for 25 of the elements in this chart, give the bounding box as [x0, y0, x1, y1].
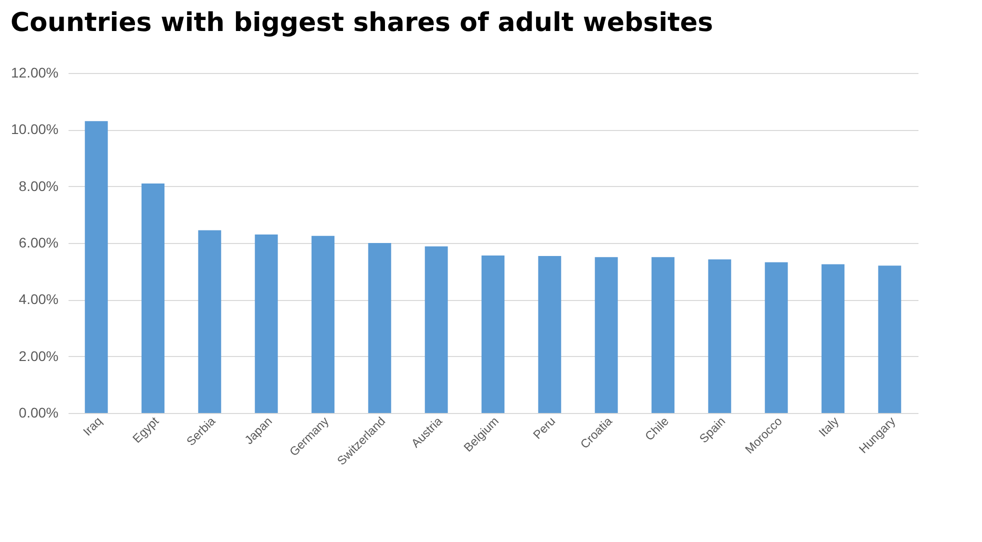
bar [368, 243, 392, 413]
bar [84, 121, 108, 413]
bar [312, 236, 334, 413]
y-tick-label: 4.00% [18, 291, 58, 308]
bar [878, 266, 902, 413]
y-tick-label: 8.00% [18, 178, 58, 194]
x-tick-label: Italy [816, 414, 842, 440]
bar [254, 234, 278, 413]
y-tick-label: 12.00% [11, 64, 58, 80]
bar [198, 230, 222, 413]
bar [594, 257, 618, 413]
bar [482, 255, 504, 413]
x-tick-label: Iraq [80, 414, 105, 439]
chart-title: Countries with biggest shares of adult websites [10, 8, 714, 38]
y-tick-label: 6.00% [18, 234, 58, 250]
y-tick-label: 10.00% [11, 121, 58, 138]
bar [424, 246, 448, 413]
bar [764, 262, 788, 413]
bar [652, 257, 674, 413]
bar [822, 264, 844, 413]
y-tick-label: 0.00% [18, 404, 58, 420]
y-tick-label: 2.00% [18, 348, 58, 364]
bar [538, 256, 562, 413]
bar [708, 259, 732, 413]
bar [142, 184, 164, 413]
